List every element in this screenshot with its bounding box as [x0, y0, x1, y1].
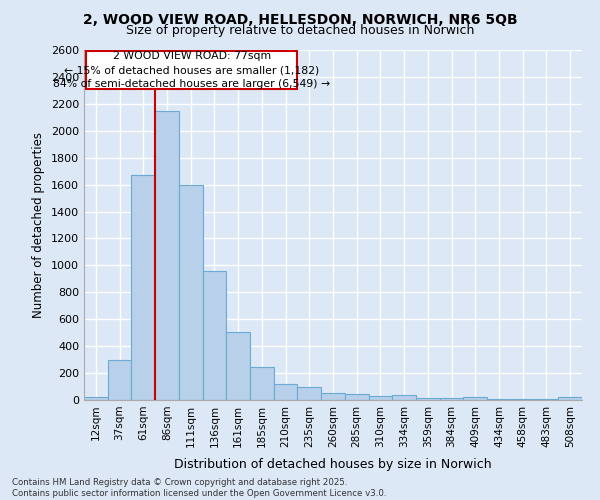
X-axis label: Distribution of detached houses by size in Norwich: Distribution of detached houses by size …: [174, 458, 492, 471]
Bar: [226, 332, 250, 400]
Bar: [179, 184, 203, 400]
Y-axis label: Number of detached properties: Number of detached properties: [32, 132, 46, 318]
Text: Size of property relative to detached houses in Norwich: Size of property relative to detached ho…: [126, 24, 474, 37]
Bar: [535, 398, 558, 400]
Bar: [274, 384, 298, 400]
Bar: [558, 396, 582, 400]
Bar: [463, 396, 487, 400]
Text: Contains HM Land Registry data © Crown copyright and database right 2025.
Contai: Contains HM Land Registry data © Crown c…: [12, 478, 386, 498]
Bar: [108, 360, 131, 400]
Bar: [511, 398, 535, 400]
Bar: [298, 386, 321, 400]
Bar: [368, 396, 392, 400]
Bar: [321, 394, 345, 400]
Bar: [487, 398, 511, 400]
Bar: [84, 396, 108, 400]
Bar: [131, 175, 155, 400]
Bar: [416, 398, 440, 400]
Bar: [440, 398, 463, 400]
Bar: [250, 367, 274, 400]
Bar: [392, 396, 416, 400]
Bar: [155, 110, 179, 400]
Bar: [203, 271, 226, 400]
Bar: [86, 52, 298, 89]
Text: 2 WOOD VIEW ROAD: 77sqm
← 15% of detached houses are smaller (1,182)
84% of semi: 2 WOOD VIEW ROAD: 77sqm ← 15% of detache…: [53, 51, 331, 89]
Bar: [345, 394, 368, 400]
Text: 2, WOOD VIEW ROAD, HELLESDON, NORWICH, NR6 5QB: 2, WOOD VIEW ROAD, HELLESDON, NORWICH, N…: [83, 12, 517, 26]
